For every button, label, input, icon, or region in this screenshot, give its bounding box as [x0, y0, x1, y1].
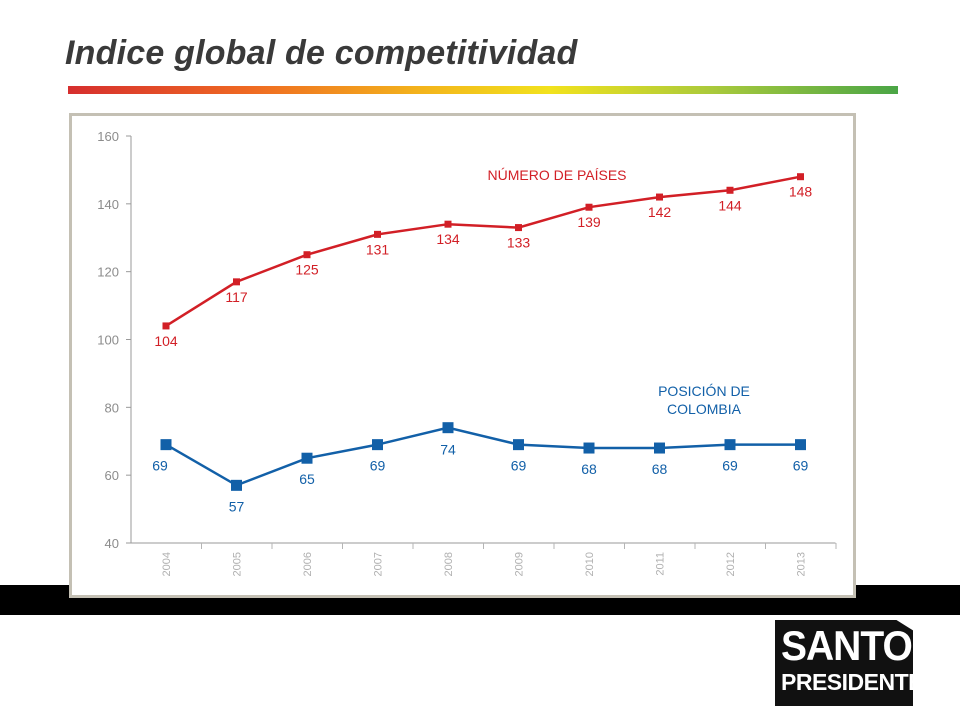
- data-label-posicion-colombia: 68: [652, 461, 668, 477]
- series-annotation-numero-paises: NÚMERO DE PAÍSES: [488, 167, 627, 183]
- line-chart: 40 60 80 100 120 140 160 2004 2005 2006 2007 2008 20…: [97, 129, 837, 576]
- logo-text-line1: SANTOS: [781, 623, 937, 670]
- data-label-numero-paises: 139: [577, 214, 601, 230]
- x-tick-label: 2007: [373, 552, 385, 576]
- point-marker-posicion-colombia: [372, 439, 383, 451]
- point-marker-numero-paises: [656, 193, 663, 201]
- title-gradient-rule: [68, 86, 898, 94]
- data-label-numero-paises: 144: [718, 197, 742, 213]
- point-marker-numero-paises: [444, 220, 452, 228]
- x-tick-label: 2013: [796, 552, 808, 576]
- point-marker-numero-paises: [233, 278, 240, 286]
- y-tick-label: 100: [97, 333, 119, 348]
- x-tick-label: 2005: [232, 552, 244, 576]
- series-line-posicion-colombia: [165, 426, 801, 487]
- slide-title: Indice global de competitividad: [65, 34, 578, 72]
- series-annotation-posicion-colombia: POSICIÓN DE: [658, 383, 750, 399]
- x-tick-label: 2004: [161, 552, 173, 576]
- data-label-numero-paises: 133: [507, 235, 531, 251]
- x-tick-label: 2012: [725, 552, 737, 576]
- chart-frame: 40 60 80 100 120 140 160 2004 2005 2006 2007 2008 20…: [69, 113, 856, 598]
- data-label-posicion-colombia: 65: [299, 471, 315, 487]
- x-tick-label: 2009: [514, 552, 526, 576]
- series-line-numero-paises: [165, 175, 801, 327]
- point-marker-posicion-colombia: [724, 439, 736, 451]
- point-marker-numero-paises: [797, 173, 804, 181]
- point-marker-posicion-colombia: [160, 439, 172, 451]
- data-label-numero-paises: 134: [436, 231, 460, 247]
- data-label-posicion-colombia: 69: [152, 458, 168, 474]
- point-marker-numero-paises: [585, 203, 593, 211]
- y-tick-label: 120: [97, 265, 119, 280]
- data-label-posicion-colombia: 74: [440, 442, 456, 458]
- data-label-numero-paises: 104: [154, 333, 178, 349]
- x-tick-label: 2011: [655, 552, 667, 576]
- data-label-posicion-colombia: 69: [793, 458, 809, 474]
- series-annotation-posicion-colombia: COLOMBIA: [667, 401, 742, 417]
- point-marker-numero-paises: [374, 230, 381, 238]
- data-label-posicion-colombia: 69: [722, 458, 738, 474]
- point-marker-posicion-colombia: [654, 442, 665, 454]
- data-label-numero-paises: 148: [789, 184, 813, 200]
- point-marker-posicion-colombia: [583, 442, 595, 454]
- point-marker-posicion-colombia: [231, 479, 242, 491]
- point-marker-numero-paises: [303, 251, 311, 259]
- point-marker-posicion-colombia: [513, 439, 524, 451]
- data-label-posicion-colombia: 57: [229, 498, 245, 514]
- point-marker-numero-paises: [726, 186, 734, 194]
- x-tick-label: 2010: [584, 552, 596, 576]
- data-label-posicion-colombia: 68: [581, 461, 597, 477]
- point-marker-posicion-colombia: [795, 439, 806, 451]
- logo-text-line2: PRESIDENTE: [781, 669, 923, 695]
- data-label-numero-paises: 131: [366, 241, 390, 257]
- point-marker-numero-paises: [515, 224, 522, 232]
- point-marker-numero-paises: [162, 322, 170, 330]
- y-tick-label: 80: [105, 400, 119, 415]
- data-label-numero-paises: 117: [225, 289, 248, 305]
- y-tick-label: 140: [97, 197, 119, 212]
- y-tick-label: 40: [105, 536, 119, 551]
- x-tick-label: 2006: [302, 552, 314, 576]
- y-tick-label: 60: [105, 468, 119, 483]
- y-tick-label: 160: [97, 129, 119, 144]
- point-marker-posicion-colombia: [442, 422, 454, 434]
- data-label-posicion-colombia: 69: [370, 458, 386, 474]
- data-label-numero-paises: 125: [295, 262, 319, 278]
- x-tick-label: 2008: [443, 552, 455, 576]
- data-label-numero-paises: 142: [648, 204, 672, 220]
- santos-presidente-logo: SANTOS PRESIDENTE: [775, 620, 913, 706]
- point-marker-posicion-colombia: [301, 452, 313, 464]
- data-label-posicion-colombia: 69: [511, 458, 527, 474]
